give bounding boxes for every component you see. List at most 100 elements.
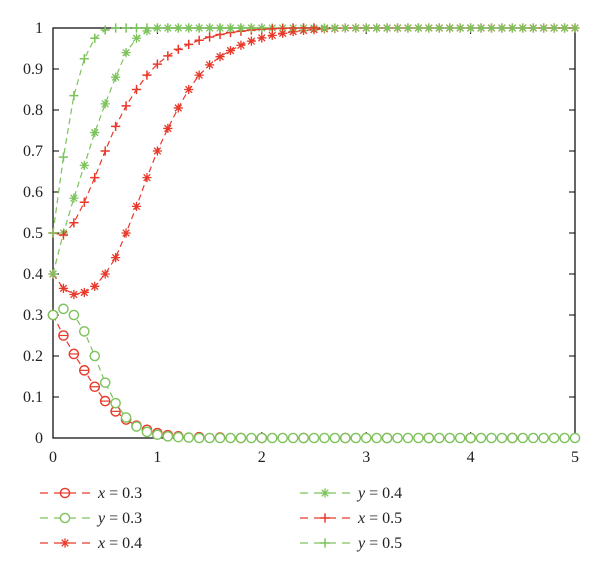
data-point (497, 23, 507, 33)
data-point-ring (527, 432, 539, 444)
data-point (277, 432, 288, 444)
data-point-ring (183, 432, 195, 443)
data-point (444, 432, 456, 444)
data-point (486, 432, 497, 444)
data-point (340, 23, 350, 33)
data-point (465, 432, 476, 444)
legend-item: x = 0.4 (40, 535, 142, 552)
data-point (549, 23, 559, 33)
data-point-ring (444, 432, 456, 444)
data-point-ring (235, 432, 247, 444)
data-point (100, 146, 110, 156)
data-point (173, 44, 183, 54)
series-x-4 (48, 23, 319, 240)
data-point (455, 23, 465, 33)
data-point (68, 348, 80, 360)
data-point (257, 23, 267, 33)
data-point (69, 289, 79, 300)
data-point (538, 432, 549, 444)
x-tick-label: 5 (571, 449, 579, 466)
legend-label: y = 0.5 (356, 535, 402, 552)
series-y-3 (48, 23, 580, 279)
data-point (99, 395, 111, 407)
data-point (142, 23, 152, 33)
data-point (256, 432, 268, 444)
data-point (382, 23, 392, 33)
x-tick-label: 0 (49, 449, 57, 466)
data-point (58, 303, 69, 315)
data-point-ring (423, 432, 435, 444)
data-point (69, 218, 79, 228)
data-point (517, 432, 529, 444)
data-point (121, 101, 131, 111)
data-point (205, 23, 215, 33)
data-point (90, 281, 100, 291)
data-point (278, 23, 288, 34)
data-point-ring (287, 432, 299, 444)
data-point (47, 309, 59, 321)
data-point (163, 123, 173, 134)
data-point (539, 23, 549, 33)
data-point (507, 23, 517, 33)
data-point (79, 326, 90, 337)
data-point (340, 432, 351, 444)
data-point-ring (496, 432, 508, 444)
data-point (548, 432, 560, 444)
data-point (298, 23, 309, 33)
data-point (89, 381, 101, 393)
data-point (225, 432, 236, 444)
data-point (569, 432, 581, 444)
data-point (162, 431, 174, 442)
legend-value: = 0.4 (365, 485, 402, 502)
data-point (58, 152, 69, 162)
data-point-ring (360, 432, 372, 444)
data-point-ring (225, 432, 236, 444)
y-tick-label: 0 (35, 430, 43, 447)
data-point (392, 432, 403, 444)
data-point-ring (68, 309, 80, 321)
data-point (79, 365, 90, 376)
data-point-ring (381, 432, 393, 444)
data-point (184, 39, 194, 49)
data-point-ring (475, 432, 487, 444)
data-point (163, 23, 173, 33)
x-tick-label: 4 (467, 449, 475, 466)
legend-variable: x (357, 510, 365, 527)
data-point (434, 23, 444, 33)
data-point (371, 432, 382, 444)
data-point (79, 160, 89, 170)
data-point (308, 432, 320, 444)
series-x-0 (47, 309, 518, 444)
data-point (152, 23, 162, 33)
data-point-ring (308, 432, 320, 444)
data-point (413, 23, 423, 33)
data-point (193, 432, 205, 444)
data-point (152, 59, 162, 69)
y-tick-label: 0.2 (23, 348, 43, 365)
data-point (121, 23, 131, 33)
data-point (194, 23, 204, 33)
data-point (267, 24, 277, 34)
data-point (257, 33, 267, 43)
data-point (433, 432, 445, 444)
data-point (111, 253, 121, 263)
legend-label: x = 0.4 (97, 535, 142, 552)
data-point (48, 269, 58, 279)
data-point-ring (152, 429, 163, 441)
series-x-2 (48, 23, 580, 300)
legend-variable: y (356, 485, 366, 502)
data-point (424, 23, 434, 33)
data-point-ring (172, 431, 184, 443)
data-point (454, 432, 466, 444)
data-point (360, 432, 372, 444)
data-point (392, 23, 403, 33)
data-point-ring (214, 432, 226, 444)
data-point (267, 30, 277, 40)
legend-item: x = 0.3 (40, 485, 142, 502)
data-point (466, 23, 476, 33)
legend-item: x = 0.5 (300, 510, 402, 527)
data-point-ring (193, 432, 205, 444)
data-point-ring (454, 432, 466, 444)
legend-item: y = 0.5 (300, 535, 402, 552)
